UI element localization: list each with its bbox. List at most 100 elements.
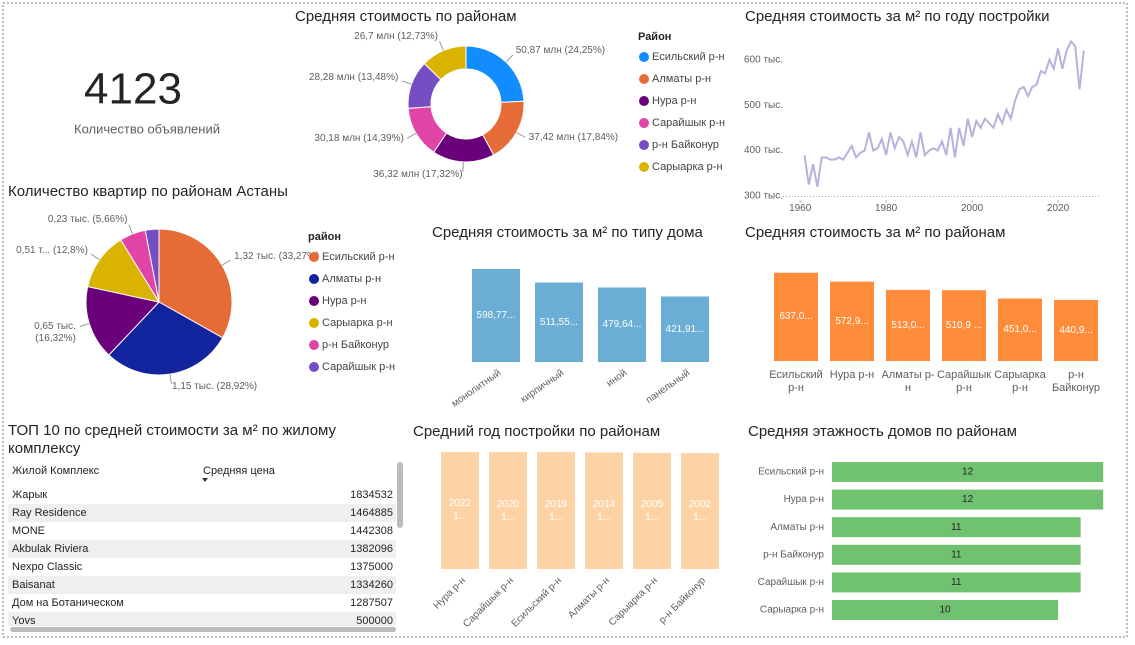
data-label: 451,0... (1003, 324, 1037, 336)
bar (633, 452, 671, 569)
cell: 1442308 (350, 525, 393, 537)
bar (832, 462, 1104, 482)
cell: 500000 (356, 615, 393, 627)
data-label-box: 479,64... (602, 319, 642, 331)
row-bg (8, 576, 396, 594)
legend-swatch (309, 296, 319, 306)
table-body: Жарык 1834532 Ray Residence 1464885 MONE 1442… (8, 489, 396, 627)
bar (886, 289, 930, 361)
data-label-box: 0,23 тыс. (5,66%) (48, 214, 128, 225)
x-tick-label: 2020 (1047, 203, 1070, 214)
data-label: 479,64... (602, 319, 642, 331)
x-tick-label-box: Сарыарка р-н (994, 369, 1046, 394)
x-tick-label-box: Сарайшык р-н (936, 369, 992, 394)
data-label: 2020 1... (496, 498, 520, 523)
data-label: 2022 1... (448, 498, 472, 523)
cell: Akbulak Riviera (12, 543, 89, 555)
x-tick-label: монолитный (450, 368, 504, 410)
legend-label: р-н Байконур (322, 339, 389, 351)
bar (998, 298, 1042, 361)
legend-title: Район (638, 31, 671, 43)
data-label: 26,7 млн (12,73%) (354, 30, 438, 42)
x-tick-label: Есильский р-н (769, 369, 823, 394)
cell: Дом на Ботаническом (12, 597, 124, 609)
legend-swatch (309, 340, 319, 350)
data-label-box: 2019 1... (545, 499, 567, 523)
data-label-box: 50,87 млн (24,25%) (515, 44, 606, 56)
data-label-box: 2002 1... (689, 499, 711, 523)
slice (108, 301, 224, 376)
data-label-box: 513,0... (891, 320, 924, 331)
cell: 1287507 (350, 597, 393, 609)
slice (144, 228, 160, 303)
legend-swatch (639, 118, 649, 128)
table-title-box: ТОП 10 по средней стоимости за м² по жил… (8, 422, 336, 457)
leader-line (401, 80, 412, 85)
column-header: Жилой Комплекс (12, 465, 100, 477)
cell: MONE (12, 525, 45, 537)
leader-line (90, 253, 100, 261)
slice (423, 45, 467, 81)
chart-title: Средняя стоимость за м² по году постройк… (745, 8, 1049, 25)
cell: 1382096 (350, 543, 393, 555)
y-tick-label: р-н Байконур (763, 549, 824, 560)
v-scrollbar (397, 462, 403, 528)
cell: Ray Residence (12, 507, 87, 519)
data-label: 50,87 млн (24,25%) (515, 44, 606, 56)
data-label-box: 451,0... (1003, 324, 1037, 336)
data-label-box: 440,9... (1059, 325, 1092, 336)
x-tick-label: 1980 (875, 203, 898, 214)
legend-swatch (639, 162, 649, 172)
x-tick-label: кирпичный (519, 368, 566, 406)
cell: 1375000 (350, 561, 393, 573)
legend-label: Сарыарка р-н (652, 161, 723, 173)
data-label: 12 (962, 467, 974, 478)
legend-swatch (309, 362, 319, 372)
data-label-box: 598,77... (476, 310, 516, 321)
x-tick-label: Сарайшык р-н (936, 369, 992, 394)
x-tick-label-box: Нура р-н (830, 369, 874, 381)
data-label-box: 36,32 млн (17,32%) (373, 169, 462, 180)
data-label-box: 28,28 млн (13,48%) (309, 72, 398, 83)
data-label: 12 (962, 494, 974, 505)
x-tick-label-box: р-н Байконур (1052, 369, 1100, 394)
x-tick-label: Есильский р-н (510, 575, 564, 629)
data-label: 510,9 ... (945, 320, 983, 332)
legend-label: Сарайшык р-н (322, 361, 395, 373)
bar (832, 517, 1081, 538)
leader-line (407, 132, 417, 139)
x-tick-label-box: Есильский р-н (769, 369, 823, 394)
legend-label: Есильский р-н (322, 251, 395, 263)
line (803, 39, 1085, 188)
legend-label: Нура р-н (652, 95, 696, 107)
cell: 1334260 (350, 579, 393, 591)
legend-label: Алматы р-н (322, 273, 381, 285)
legend-label: Сарайшык р-н (652, 117, 725, 129)
data-label: 511,55... (539, 316, 579, 328)
bar (661, 296, 709, 362)
bar (942, 290, 986, 361)
sort-arrow (202, 478, 208, 482)
data-label-box: 26,7 млн (12,73%) (354, 30, 438, 42)
y-tick-label: Нура р-н (784, 494, 824, 505)
data-label: 11 (951, 577, 962, 588)
legend-title: район (308, 231, 341, 243)
x-tick-label: Сарыарка р-н (994, 369, 1046, 394)
column-header: Средняя цена (203, 465, 276, 477)
data-label: 2005 1... (640, 498, 664, 523)
x-tick-label: 2000 (961, 203, 984, 214)
x-tick-label: Сарыарка р-н (607, 575, 660, 628)
y-tick-label: 300 тыс. (744, 191, 783, 202)
leader-line (79, 323, 90, 328)
leader-line (516, 132, 526, 138)
legend-label: Алматы р-н (652, 73, 711, 85)
legend-label: р-н Байконур (652, 139, 719, 151)
legend-swatch (309, 274, 319, 284)
cell: 1834532 (350, 489, 393, 501)
bar (832, 489, 1104, 510)
leader-line (439, 41, 444, 51)
data-label: 421,91... (665, 323, 705, 335)
chart-title: Количество квартир по районам Астаны (8, 183, 288, 200)
chart-title: Средняя стоимость за м² по типу дома (432, 224, 704, 241)
data-label: 598,77... (476, 310, 516, 321)
